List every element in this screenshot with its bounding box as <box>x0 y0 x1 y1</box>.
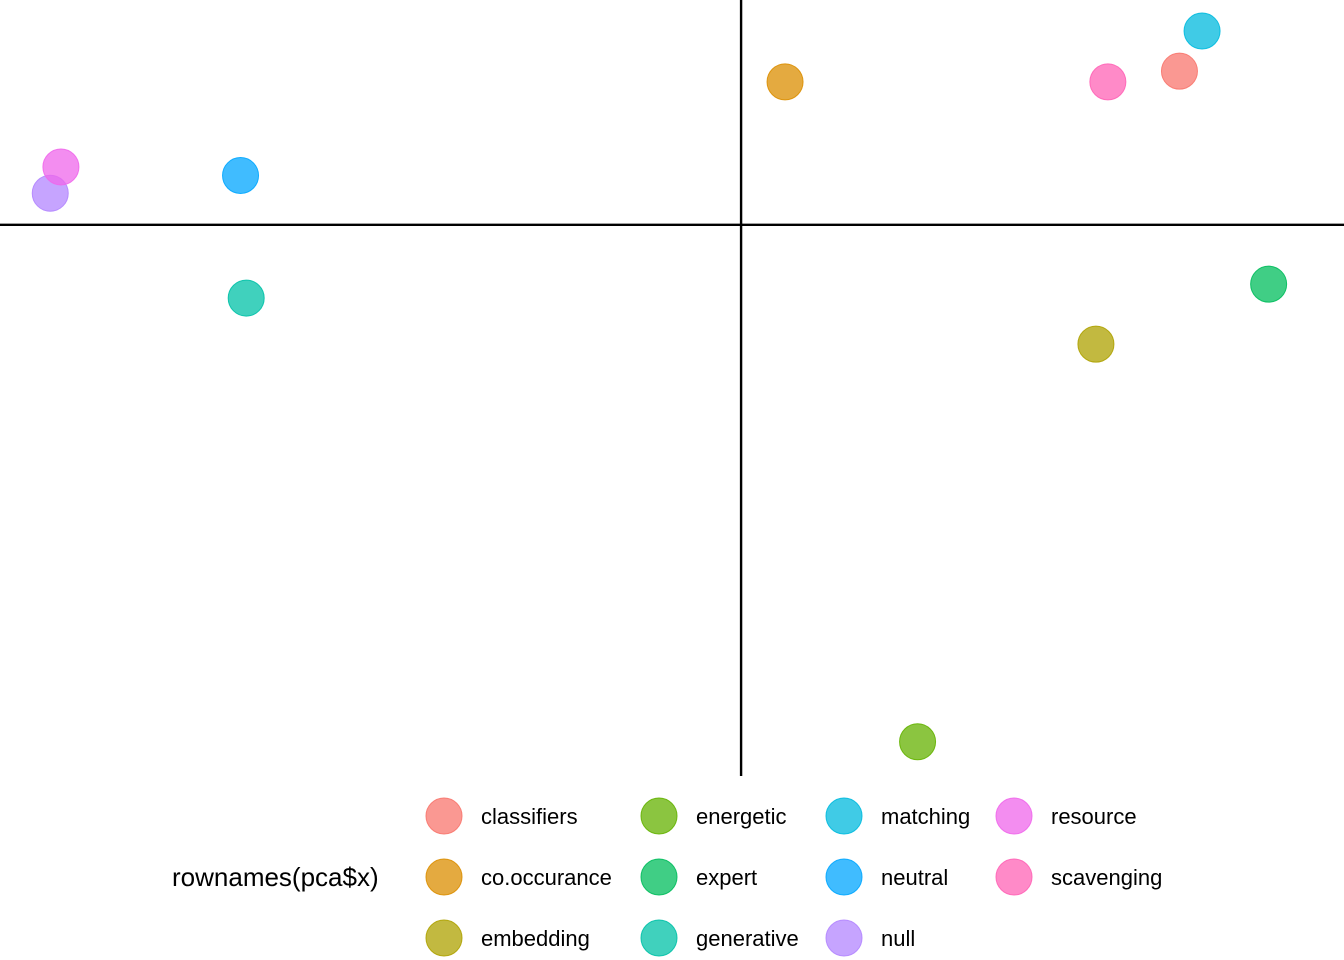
point-neutral <box>222 157 260 195</box>
point-classifiers <box>1160 52 1198 90</box>
legend-label-expert: expert <box>696 865 757 890</box>
legend-key-neutral <box>825 858 863 896</box>
legend-items: classifiers co.occurance embedding energeti… <box>425 797 1162 957</box>
legend-label-energetic: energetic <box>696 804 787 829</box>
legend-key-embedding <box>425 919 463 957</box>
legend-label-scavenging: scavenging <box>1051 865 1162 890</box>
point-scavenging <box>1089 63 1127 101</box>
legend-key-energetic <box>640 797 678 835</box>
legend-key-scavenging <box>995 858 1033 896</box>
point-embedding <box>1077 325 1115 363</box>
point-generative <box>227 279 265 317</box>
legend-label-matching: matching <box>881 804 970 829</box>
point-matching <box>1183 12 1221 50</box>
legend-key-matching <box>825 797 863 835</box>
legend-label-co-occurance: co.occurance <box>481 865 612 890</box>
legend-label-classifiers: classifiers <box>481 804 578 829</box>
legend-label-resource: resource <box>1051 804 1137 829</box>
legend-key-classifiers <box>425 797 463 835</box>
data-points <box>31 12 1288 761</box>
point-co-occurance <box>766 63 804 101</box>
legend-label-null: null <box>881 926 915 951</box>
legend-label-neutral: neutral <box>881 865 948 890</box>
legend-key-resource <box>995 797 1033 835</box>
point-resource <box>42 148 80 186</box>
legend-key-null <box>825 919 863 957</box>
legend-label-embedding: embedding <box>481 926 590 951</box>
legend-title: rownames(pca$x) <box>172 862 379 892</box>
legend-key-expert <box>640 858 678 896</box>
legend-key-generative <box>640 919 678 957</box>
plot-area <box>0 0 1344 776</box>
legend-label-generative: generative <box>696 926 799 951</box>
point-energetic <box>899 723 937 761</box>
legend-key-co-occurance <box>425 858 463 896</box>
legend: rownames(pca$x) classifiers co.occurance e… <box>172 797 1162 957</box>
point-expert <box>1250 265 1288 303</box>
